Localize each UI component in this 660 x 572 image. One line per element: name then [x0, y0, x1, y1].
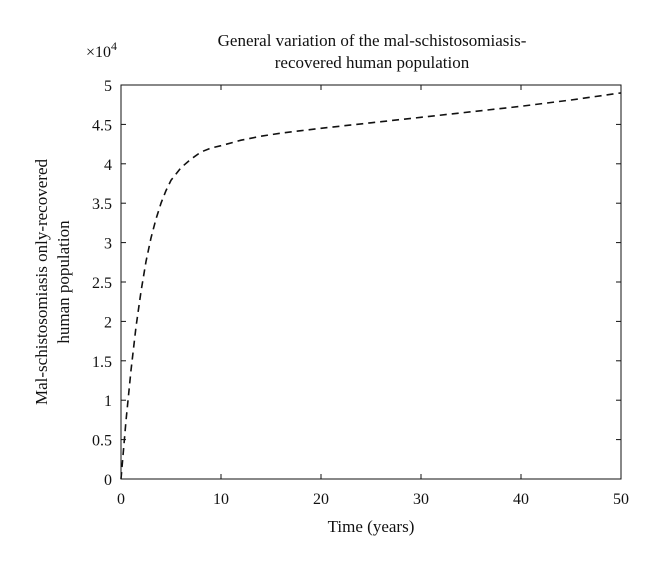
y-tick-label: 3: [104, 236, 112, 253]
x-tick-label: 40: [513, 491, 529, 508]
axis-ticks: [120, 84, 622, 480]
chart-title-line-1: General variation of the mal-schistosomi…: [218, 31, 527, 50]
x-tick-label: 50: [613, 491, 629, 508]
y-tick-label: 4: [104, 157, 112, 174]
y-tick-label: 1.5: [92, 354, 112, 371]
x-tick-label: 0: [117, 491, 125, 508]
series-group: [120, 92, 622, 480]
x-tick-label: 20: [313, 491, 329, 508]
y-axis-label-line-1: Mal-schistosomiasis only-recovered: [32, 159, 51, 405]
plot-area: [120, 84, 622, 480]
y-tick-label: 0.5: [92, 433, 112, 450]
y-tick-label: 2.5: [92, 275, 112, 292]
y-tick-labels: 0 0.5 1 1.5 2 2.5 3 3.5 4 4.5 5: [92, 78, 112, 489]
x-tick-label: 10: [213, 491, 229, 508]
y-axis-label-line-2: human population: [54, 220, 73, 344]
y-tick-label: 4.5: [92, 117, 112, 134]
y-tick-label: 3.5: [92, 196, 112, 213]
y-multiplier-exponent: 4: [111, 39, 117, 53]
y-multiplier-base: ×10: [86, 44, 111, 61]
y-multiplier: ×104: [86, 39, 117, 61]
y-tick-label: 5: [104, 78, 112, 95]
x-tick-labels: 0 10 20 30 40 50: [117, 491, 629, 508]
y-tick-label: 2: [104, 314, 112, 331]
y-tick-label: 0: [104, 472, 112, 489]
series-line: [120, 92, 622, 480]
x-tick-label: 30: [413, 491, 429, 508]
x-axis-label: Time (years): [328, 517, 415, 536]
y-tick-label: 1: [104, 393, 112, 410]
chart-title-line-2: recovered human population: [275, 53, 470, 72]
